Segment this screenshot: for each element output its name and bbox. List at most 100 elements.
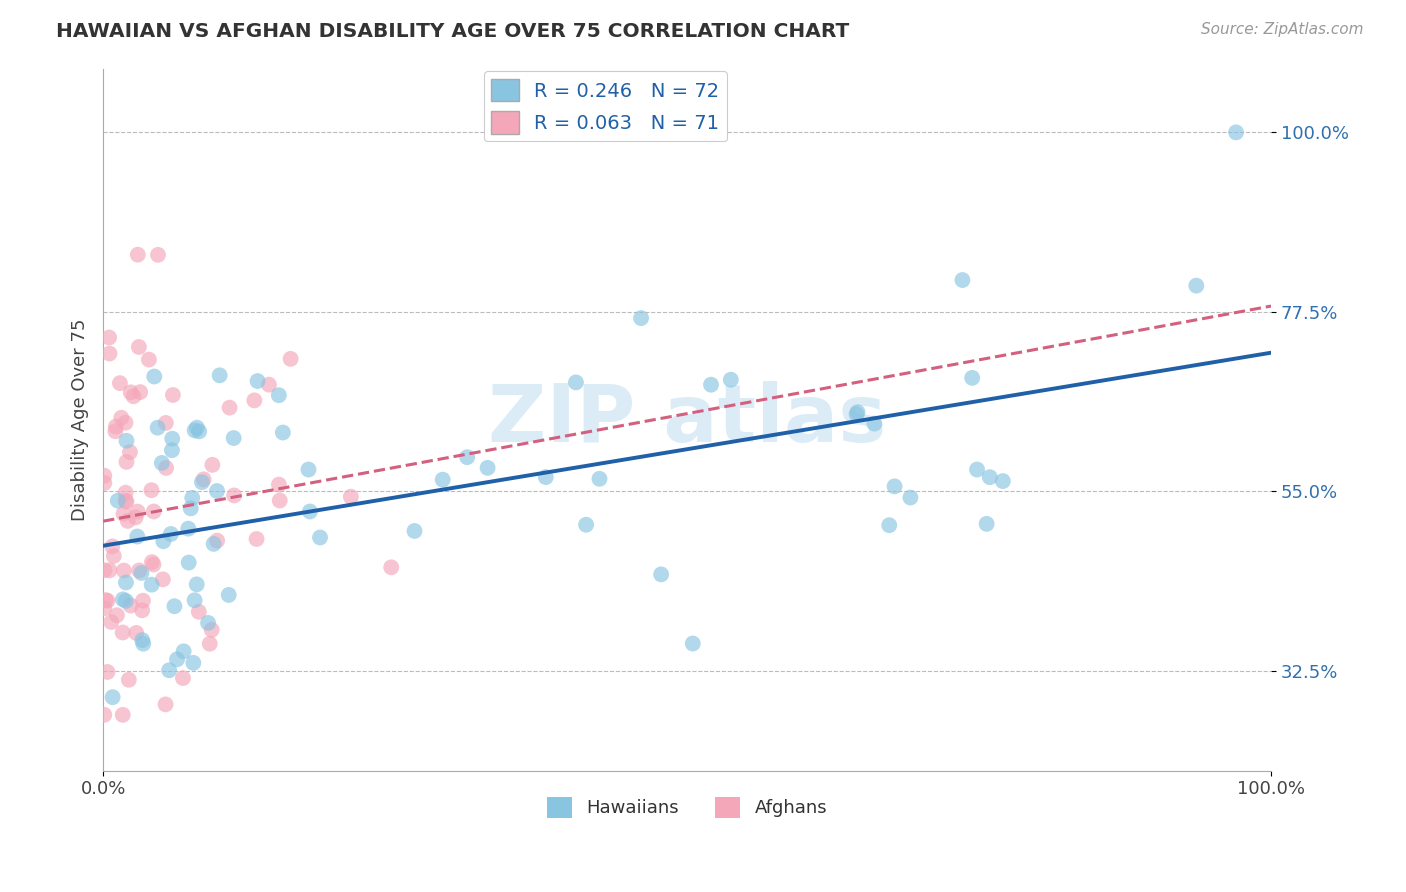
Afghans [112,564,135,578]
Afghans [122,389,145,403]
Hawaiians [271,425,294,440]
Hawaiians [177,522,200,536]
Afghans [155,698,177,712]
Hawaiians [575,517,598,532]
Hawaiians [1225,125,1247,139]
Hawaiians [127,529,149,543]
Afghans [98,330,121,344]
Text: ZIP atlas: ZIP atlas [488,381,886,458]
Afghans [108,376,131,391]
Afghans [110,410,132,425]
Afghans [114,416,136,430]
Hawaiians [309,531,332,545]
Afghans [100,615,122,629]
Afghans [127,248,149,262]
Afghans [103,549,125,563]
Hawaiians [846,405,869,419]
Hawaiians [131,566,153,580]
Afghans [104,419,127,434]
Afghans [142,558,165,572]
Afghans [117,514,139,528]
Hawaiians [152,534,174,549]
Hawaiians [141,577,163,591]
Hawaiians [979,470,1001,484]
Afghans [193,472,215,486]
Hawaiians [630,311,652,326]
Hawaiians [900,491,922,505]
Afghans [127,505,149,519]
Afghans [101,540,124,554]
Afghans [115,494,138,508]
Hawaiians [191,475,214,490]
Hawaiians [197,615,219,630]
Hawaiians [181,491,204,505]
Hawaiians [966,462,988,476]
Afghans [124,510,146,524]
Hawaiians [700,377,723,392]
Hawaiians [650,567,672,582]
Afghans [257,377,280,392]
Hawaiians [186,577,208,591]
Afghans [93,468,115,483]
Afghans [111,625,134,640]
Afghans [105,608,128,623]
Afghans [93,601,115,615]
Hawaiians [456,450,478,465]
Hawaiians [160,527,183,541]
Hawaiians [146,420,169,434]
Hawaiians [404,524,426,538]
Hawaiians [976,516,998,531]
Y-axis label: Disability Age Over 75: Disability Age Over 75 [72,318,89,521]
Hawaiians [222,431,245,445]
Hawaiians [181,656,204,670]
Hawaiians [160,443,183,458]
Afghans [98,346,121,360]
Afghans [112,507,135,521]
Afghans [118,445,141,459]
Afghans [198,637,221,651]
Hawaiians [960,371,983,385]
Hawaiians [157,663,180,677]
Hawaiians [267,388,290,402]
Hawaiians [877,518,900,533]
Hawaiians [208,368,231,383]
Hawaiians [115,575,138,590]
Hawaiians [132,637,155,651]
Hawaiians [883,479,905,493]
Afghans [172,671,194,685]
Afghans [132,593,155,607]
Afghans [245,532,267,546]
Hawaiians [131,633,153,648]
Hawaiians [952,273,974,287]
Afghans [138,352,160,367]
Hawaiians [115,594,138,608]
Hawaiians [177,556,200,570]
Hawaiians [720,373,742,387]
Hawaiians [101,690,124,705]
Hawaiians [107,493,129,508]
Afghans [267,477,290,491]
Afghans [93,707,115,722]
Afghans [128,563,150,577]
Hawaiians [218,588,240,602]
Afghans [201,458,224,472]
Hawaiians [863,417,886,431]
Hawaiians [1185,278,1208,293]
Text: HAWAIIAN VS AFGHAN DISABILITY AGE OVER 75 CORRELATION CHART: HAWAIIAN VS AFGHAN DISABILITY AGE OVER 7… [56,22,849,41]
Hawaiians [143,369,166,384]
Afghans [141,483,163,498]
Hawaiians [432,473,454,487]
Afghans [129,385,152,400]
Afghans [114,485,136,500]
Hawaiians [534,470,557,484]
Afghans [131,603,153,617]
Hawaiians [202,537,225,551]
Hawaiians [588,472,610,486]
Afghans [187,605,209,619]
Afghans [96,593,118,607]
Afghans [114,493,136,508]
Hawaiians [565,376,588,390]
Afghans [269,493,291,508]
Hawaiians [186,420,208,434]
Hawaiians [183,424,205,438]
